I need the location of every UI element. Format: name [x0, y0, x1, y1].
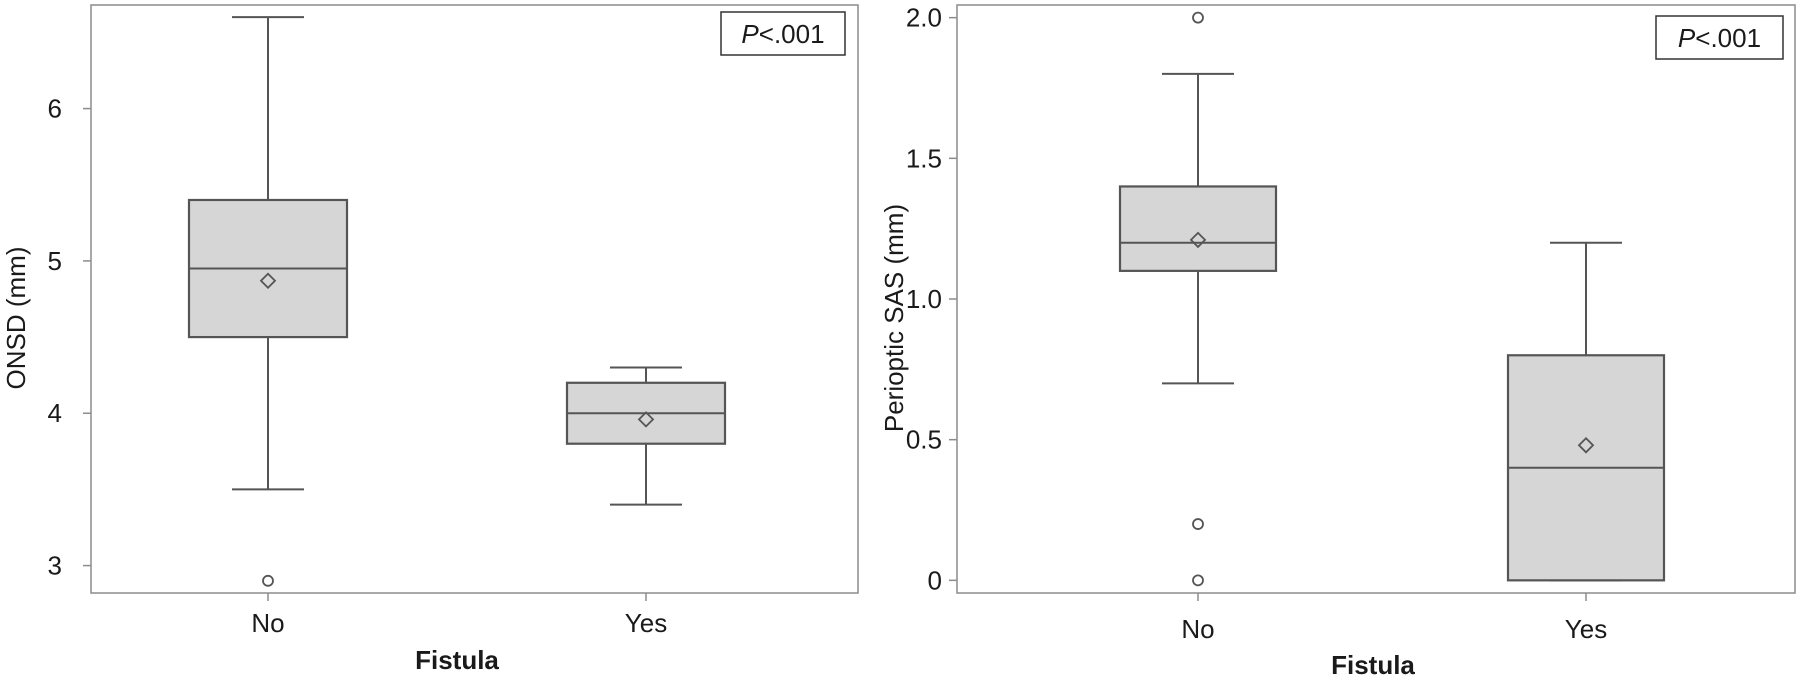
iqr-box — [1118, 185, 1278, 272]
y-tick-label: 3 — [48, 551, 62, 581]
perioptic-sas-boxplot-panel: 0 0.5 1.0 1.5 2.0 No Yes Fistula Perioptic SAS (… — [879, 3, 1796, 680]
y-tick-label: 2.0 — [906, 3, 942, 33]
p-value-box — [1655, 15, 1784, 60]
x-tick-label: No — [251, 608, 284, 638]
y-axis-title: ONSD (mm) — [1, 247, 31, 390]
mean-marker — [1577, 437, 1595, 454]
p-value-annotation: P<.001 — [1678, 23, 1761, 53]
y-tick-label: 0 — [928, 565, 942, 595]
outlier-point — [262, 574, 274, 587]
x-tick-label: Yes — [1565, 614, 1607, 644]
p-value-annotation: P<.001 — [741, 19, 824, 49]
y-tick-label: 1.0 — [906, 284, 942, 314]
p-symbol: P — [1678, 23, 1696, 53]
y-tick-label: 5 — [48, 246, 62, 276]
x-axis-title: Fistula — [1331, 650, 1415, 680]
y-axis-title: Perioptic SAS (mm) — [879, 204, 909, 432]
y-tick-label: 4 — [48, 398, 62, 428]
y-tick-label: 6 — [48, 94, 62, 124]
mean-marker — [637, 411, 655, 428]
x-axis-title: Fistula — [415, 645, 499, 675]
outlier-point — [1192, 11, 1204, 24]
y-tick-label: 0.5 — [906, 425, 942, 455]
outlier-point — [1192, 518, 1204, 530]
plot-frame — [90, 4, 859, 594]
x-tick-label: Yes — [625, 608, 667, 638]
plot-frame — [956, 4, 1796, 594]
onsd-boxplot-panel: 3 4 5 6 No Yes Fistula ONSD (mm) P<.001 — [1, 4, 859, 675]
p-symbol: P — [741, 19, 759, 49]
p-value-box — [720, 11, 846, 56]
mean-marker — [1189, 231, 1207, 249]
x-tick-label: No — [1181, 614, 1214, 644]
y-tick-label: 1.5 — [906, 143, 942, 173]
p-value-text: <.001 — [759, 19, 825, 49]
outlier-point — [1192, 574, 1204, 587]
mean-marker — [259, 272, 277, 289]
p-value-text: <.001 — [1695, 23, 1761, 53]
